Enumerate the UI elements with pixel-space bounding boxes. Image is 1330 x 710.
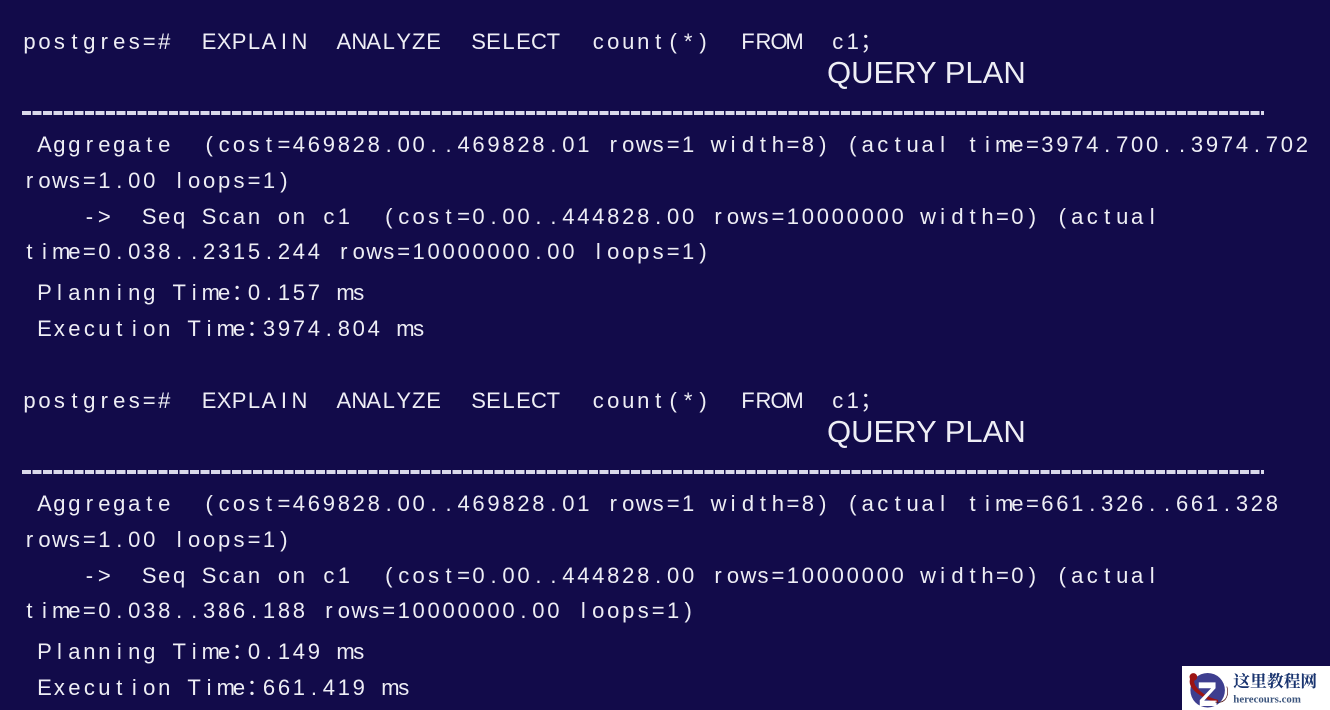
svg-text:这里教程网: 这里教程网 (1233, 668, 1317, 692)
svg-text:herecours.com: herecours.com (1233, 694, 1301, 706)
